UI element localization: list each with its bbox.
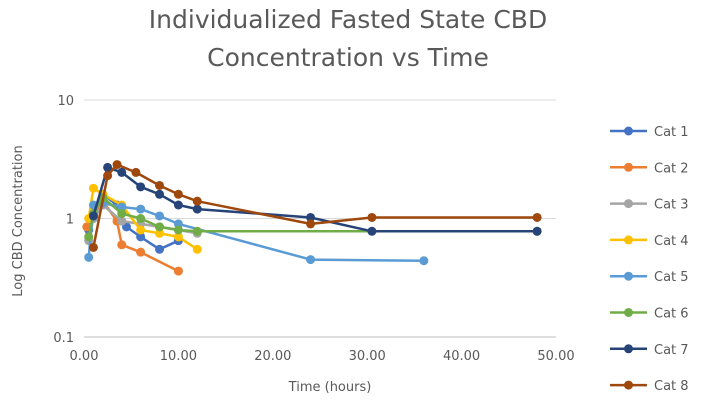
chart-title-line-1: Individualized Fasted State CBD	[149, 5, 547, 34]
legend-item-cat-8: Cat 8	[610, 379, 689, 394]
legend-item-cat-5: Cat 5	[610, 270, 689, 285]
data-point	[117, 240, 127, 250]
data-point	[88, 211, 98, 221]
data-point	[103, 162, 113, 172]
legend-label: Cat 1	[654, 125, 689, 140]
data-point	[136, 204, 146, 214]
legend-label: Cat 3	[654, 198, 689, 213]
data-point	[136, 214, 146, 223]
legend-item-cat-7: Cat 7	[610, 343, 689, 358]
data-point	[136, 247, 146, 257]
data-point	[192, 244, 202, 254]
data-point	[192, 196, 202, 206]
legend-marker	[624, 162, 633, 172]
y-tick-label: 1	[66, 213, 74, 228]
x-tick-label: 40.00	[443, 349, 480, 364]
data-point	[112, 160, 122, 170]
legend-item-cat-4: Cat 4	[610, 234, 689, 249]
legend-marker	[624, 380, 633, 390]
x-tick-label: 0.00	[70, 349, 99, 364]
data-point	[306, 255, 316, 265]
x-axis-label: Time (hours)	[288, 380, 372, 395]
data-point	[155, 244, 165, 254]
legend-marker	[624, 235, 633, 245]
legend: Cat 1 Cat 2 Cat 3 Cat 4 Cat 5 Cat 6 Cat 7 Cat 8	[610, 125, 689, 394]
data-point	[173, 232, 183, 242]
legend-marker	[624, 126, 633, 136]
grid	[84, 99, 556, 219]
data-point	[155, 222, 165, 232]
data-point	[155, 211, 165, 221]
data-point	[173, 266, 183, 276]
legend-label: Cat 8	[654, 379, 689, 394]
series-cat-7	[88, 162, 542, 236]
series-group	[82, 160, 542, 276]
data-point	[117, 167, 127, 177]
data-point	[532, 226, 542, 236]
legend-item-cat-2: Cat 2	[610, 161, 689, 176]
y-tick-label: 0.1	[53, 331, 74, 346]
data-point	[173, 200, 183, 210]
data-point	[419, 256, 429, 266]
legend-label: Cat 4	[654, 234, 689, 249]
y-tick-labels: 0.1 1 10	[53, 94, 74, 346]
data-point	[367, 226, 377, 236]
legend-item-cat-6: Cat 6	[610, 307, 689, 322]
legend-item-cat-3: Cat 3	[610, 198, 689, 213]
legend-marker	[624, 344, 633, 354]
data-point	[84, 232, 94, 242]
data-point	[88, 242, 98, 252]
data-point	[117, 216, 127, 226]
data-point	[117, 202, 127, 212]
data-point	[117, 209, 127, 219]
data-point	[155, 180, 165, 190]
data-point	[131, 167, 141, 177]
data-point	[532, 212, 542, 222]
legend-label: Cat 2	[654, 161, 689, 176]
x-tick-label: 50.00	[537, 349, 574, 364]
data-point	[306, 219, 316, 229]
legend-marker	[624, 271, 633, 281]
data-point	[155, 228, 165, 238]
data-point	[84, 252, 94, 262]
legend-marker	[624, 199, 633, 209]
data-point	[192, 204, 202, 214]
data-point	[136, 225, 146, 235]
data-point	[173, 189, 183, 199]
data-point	[155, 189, 165, 199]
legend-item-cat-1: Cat 1	[610, 125, 689, 140]
y-axis-label: Log CBD Concentration	[11, 145, 26, 296]
data-point	[192, 226, 202, 236]
series-line	[92, 163, 538, 248]
y-tick-label: 10	[57, 94, 74, 109]
series-line	[92, 166, 538, 233]
legend-label: Cat 5	[654, 270, 689, 285]
data-point	[136, 182, 146, 192]
legend-label: Cat 7	[654, 343, 689, 358]
legend-marker	[624, 308, 633, 317]
data-point	[367, 212, 377, 222]
x-tick-label: 30.00	[349, 349, 386, 364]
x-tick-label: 10.00	[160, 349, 197, 364]
chart-title-line-2: Concentration vs Time	[207, 43, 489, 72]
x-tick-label: 20.00	[254, 349, 291, 364]
data-point	[103, 171, 113, 181]
data-point	[306, 212, 316, 222]
legend-label: Cat 6	[654, 307, 689, 322]
series-cat-8	[88, 160, 542, 252]
data-point	[136, 232, 146, 242]
data-point	[88, 183, 98, 193]
x-tick-labels: 0.00 10.00 20.00 30.00 40.00 50.00	[70, 349, 575, 364]
data-point	[173, 225, 183, 235]
